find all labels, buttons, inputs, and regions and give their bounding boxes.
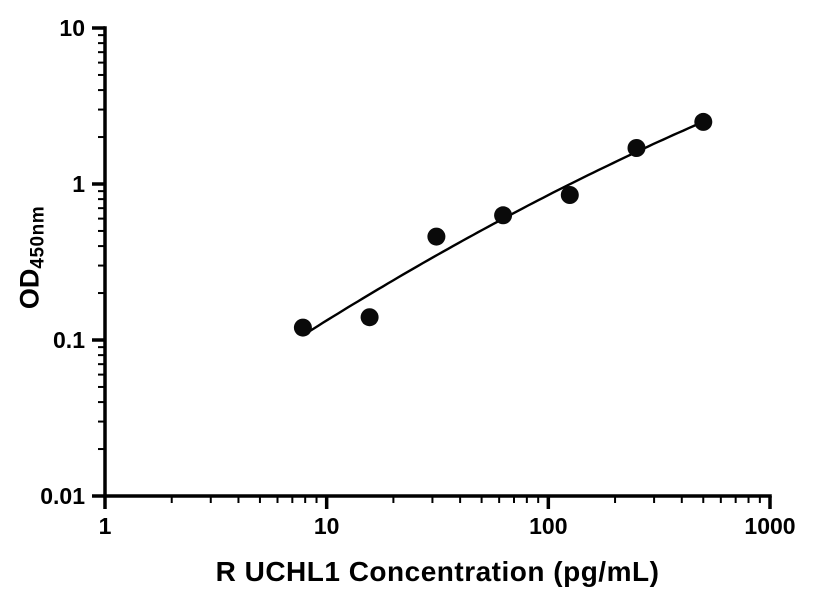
data-point	[427, 227, 446, 246]
y-tick-label: 0.1	[53, 327, 85, 353]
data-point	[360, 308, 379, 327]
x-tick-label: 1000	[744, 513, 795, 539]
x-tick-label: 100	[529, 513, 567, 539]
y-axis-title-subscript: 450nm	[27, 205, 49, 269]
axis-lines	[103, 26, 772, 498]
y-axis-title-base: OD	[14, 268, 45, 310]
x-axis-title: R UCHL1 Concentration (pg/mL)	[215, 556, 660, 587]
data-point	[560, 186, 579, 204]
x-tick-label: 10	[314, 513, 340, 539]
data-point	[494, 206, 513, 225]
x-tick-label: 1	[99, 513, 112, 539]
data-point	[627, 139, 646, 157]
y-axis-title: OD450nm	[15, 108, 50, 408]
y-tick-label: 10	[59, 15, 85, 41]
data-point	[293, 318, 312, 337]
data-point	[694, 112, 713, 131]
y-tick-label: 0.01	[40, 483, 85, 509]
y-tick-label: 1	[72, 171, 85, 197]
